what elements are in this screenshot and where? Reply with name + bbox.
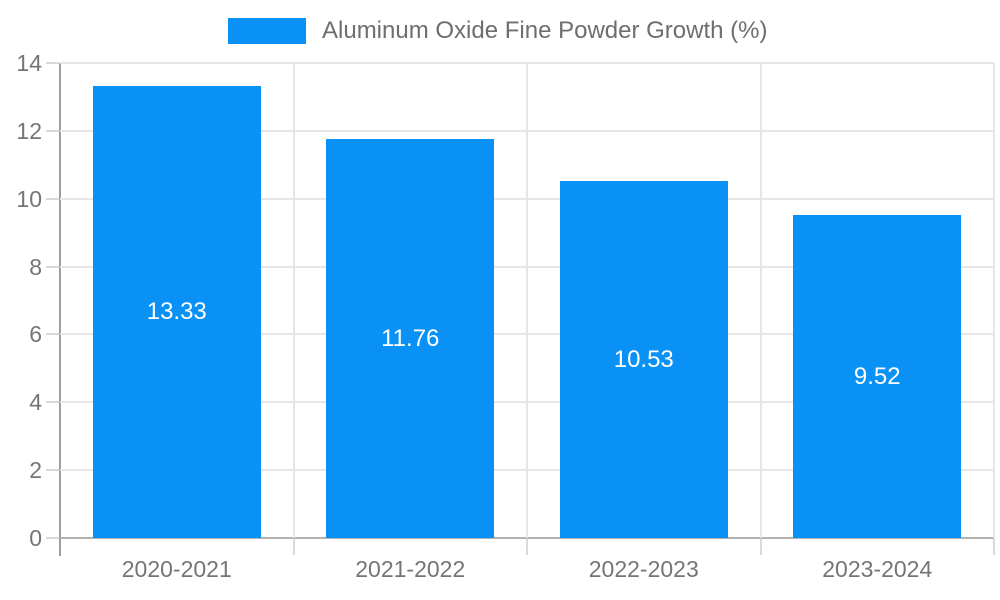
- bar-value-label: 10.53: [613, 345, 674, 373]
- x-tick-label: 2022-2023: [588, 556, 699, 582]
- x-tick-label: 2023-2024: [822, 556, 933, 582]
- legend-label: Aluminum Oxide Fine Powder Growth (%): [322, 17, 768, 44]
- x-axis-tick: [59, 539, 61, 556]
- bar[interactable]: 13.33: [92, 86, 261, 538]
- x-axis-tick: [292, 539, 295, 555]
- x-tick-label: 2021-2022: [355, 556, 466, 582]
- x-axis-tick: [526, 539, 528, 555]
- gridline: [292, 63, 295, 538]
- legend-swatch-icon: [228, 18, 306, 44]
- y-tick-label: 6: [29, 321, 42, 348]
- y-axis-tick: [46, 537, 59, 539]
- y-axis-tick: [46, 62, 59, 64]
- y-tick-label: 4: [29, 389, 42, 416]
- y-axis-tick: [46, 333, 59, 336]
- bar-value-label: 11.76: [381, 324, 440, 352]
- gridline: [759, 63, 762, 538]
- y-axis-line: [59, 63, 61, 556]
- y-tick-label: 14: [16, 50, 42, 76]
- legend-item[interactable]: Aluminum Oxide Fine Powder Growth (%): [228, 17, 767, 45]
- bar-value-label: 9.52: [853, 362, 901, 390]
- y-tick-label: 0: [29, 525, 42, 551]
- x-tick-label: 2020-2021: [121, 556, 232, 582]
- plot-area: 0 2 4 6 8 10 12 14 13.33 2020-2021 11.76 2021-2022 1…: [16, 50, 995, 582]
- y-axis-tick: [46, 401, 59, 404]
- y-axis-tick: [46, 197, 59, 200]
- bar[interactable]: 10.53: [559, 181, 728, 538]
- bar-value-label: 13.33: [146, 298, 207, 325]
- y-tick-label: 12: [16, 117, 42, 144]
- y-axis-tick: [46, 265, 59, 268]
- y-tick-label: 10: [16, 185, 42, 212]
- gridline: [993, 63, 995, 538]
- y-axis-tick: [46, 129, 59, 132]
- gridline: [526, 63, 528, 538]
- y-tick-label: 8: [29, 253, 42, 280]
- x-axis-tick: [759, 539, 762, 555]
- y-tick-label: 2: [29, 457, 42, 484]
- y-axis-tick: [46, 469, 59, 472]
- bar[interactable]: 11.76: [326, 139, 495, 538]
- x-axis-tick: [993, 539, 995, 555]
- bar[interactable]: 9.52: [793, 215, 962, 538]
- x-axis-line: [60, 537, 994, 539]
